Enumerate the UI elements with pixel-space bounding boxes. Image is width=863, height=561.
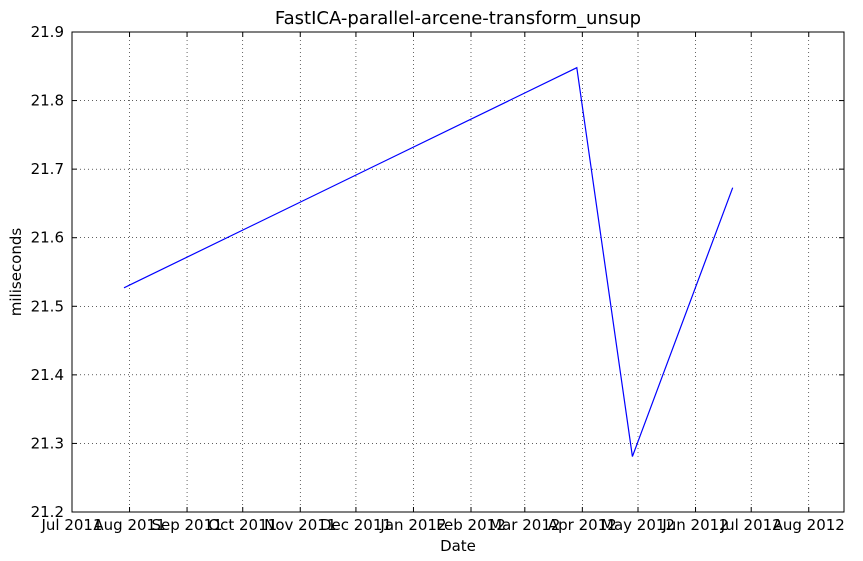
y-tick-label: 21.8 <box>31 92 64 110</box>
x-tick-label: Jul 2011 <box>40 516 102 534</box>
y-tick-label: 21.4 <box>31 366 64 384</box>
y-tick-label: 21.3 <box>31 434 64 452</box>
x-axis-label: Date <box>440 537 476 555</box>
x-tick-label: Jan 2012 <box>379 516 446 534</box>
y-tick-label: 21.5 <box>31 297 64 315</box>
x-tick-label: Mar 2012 <box>489 516 560 534</box>
y-tick-label: 21.6 <box>31 229 64 247</box>
x-tick-label: Feb 2012 <box>436 516 506 534</box>
x-tick-label: Sep 2011 <box>151 516 222 534</box>
x-tick-label: May 2012 <box>601 516 675 534</box>
y-axis-label: miliseconds <box>7 228 25 317</box>
series-line <box>123 66 734 457</box>
x-tick-label: Jun 2012 <box>661 516 728 534</box>
x-tick-label: Nov 2011 <box>264 516 336 534</box>
x-tick-label: Aug 2011 <box>93 516 165 534</box>
chart-title: FastICA-parallel-arcene-transform_unsup <box>275 8 641 29</box>
y-tick-label: 21.7 <box>31 160 64 178</box>
x-tick-label: Jul 2012 <box>720 516 782 534</box>
plot-frame <box>71 31 845 513</box>
x-tick-label: Oct 2011 <box>208 516 277 534</box>
series-layer <box>123 66 734 457</box>
grid <box>72 32 844 512</box>
x-tick-label: Aug 2012 <box>773 516 845 534</box>
y-tick-label: 21.9 <box>31 23 64 41</box>
y-tick-label: 21.2 <box>31 503 64 521</box>
x-tick-label: Apr 2012 <box>548 516 617 534</box>
x-tick-label: Dec 2011 <box>320 516 392 534</box>
